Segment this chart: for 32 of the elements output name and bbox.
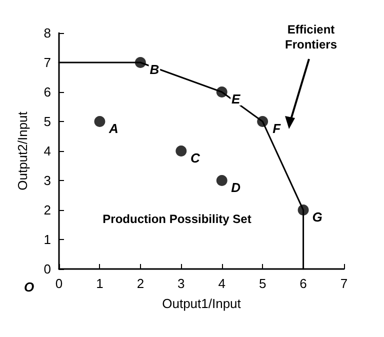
annotation: F <box>272 121 282 136</box>
annotation: G <box>312 210 322 224</box>
y-tick-label: 4 <box>44 144 51 158</box>
x-tick-label: 1 <box>96 276 104 291</box>
y-tick-label: 5 <box>44 114 51 129</box>
x-tick-label: 4 <box>218 276 226 291</box>
x-tick-label: 3 <box>178 276 185 291</box>
x-tick-label: 0 <box>55 276 63 291</box>
y-tick-label: 1 <box>44 232 51 247</box>
y-tick-label: 6 <box>44 84 51 100</box>
annotation: A <box>108 121 118 136</box>
annotation: B <box>150 62 160 77</box>
annotation: E <box>232 92 241 106</box>
y-tick-label: 3 <box>44 173 51 188</box>
point <box>216 175 228 186</box>
x-tick-label: 7 <box>340 276 348 291</box>
y-axis-title: Output2/Input <box>15 111 30 190</box>
annotation: C <box>190 150 200 166</box>
point <box>94 116 106 127</box>
x-tick-label: 6 <box>300 276 307 291</box>
annotation: Efficient Frontiers <box>284 22 338 52</box>
y-tick-label: 7 <box>44 55 51 70</box>
annotation: Production Possibility Set <box>102 212 252 226</box>
y-tick-label: 8 <box>44 26 51 40</box>
y-tick-label: 0 <box>44 262 51 276</box>
point <box>176 146 187 156</box>
x-tick-label: 2 <box>136 276 144 291</box>
y-tick-label: 2 <box>44 202 51 218</box>
text: O <box>24 280 34 294</box>
x-axis-title: Output1/Input <box>162 296 242 311</box>
annotation: D <box>231 180 242 195</box>
x-tick-label: 5 <box>258 276 266 291</box>
